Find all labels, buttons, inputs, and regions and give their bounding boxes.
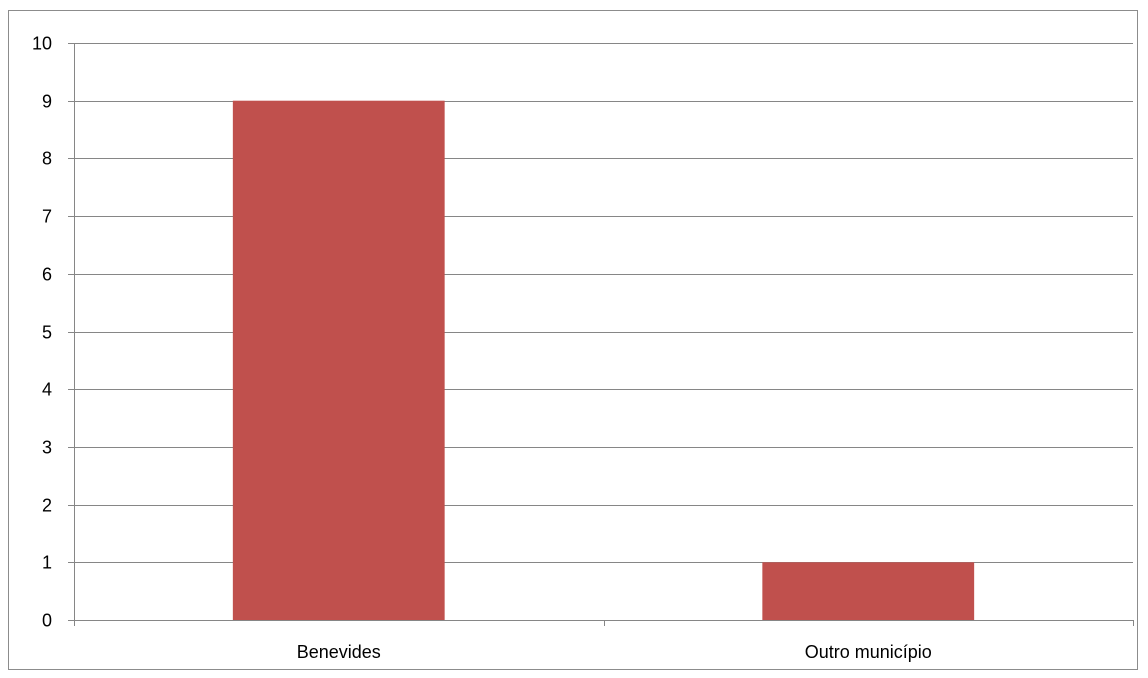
y-tick-label-6: 6 xyxy=(42,265,52,285)
bar-benevides xyxy=(232,100,445,620)
y-tick-label-10: 10 xyxy=(32,34,52,54)
y-tick-label-5: 5 xyxy=(42,323,52,343)
y-tick-label-3: 3 xyxy=(42,438,52,458)
y-tick-label-9: 9 xyxy=(42,92,52,112)
bar-outro-munic-pio xyxy=(762,562,975,620)
x-tick-label-0: Benevides xyxy=(297,642,381,662)
y-tick-label-2: 2 xyxy=(42,496,52,516)
tick-labels: 0 1 2 3 4 5 6 7 8 9 10 Benevides Outro município xyxy=(32,34,932,663)
chart-frame xyxy=(8,10,1138,670)
y-tick-label-7: 7 xyxy=(42,207,52,227)
y-tick-label-1: 1 xyxy=(42,553,52,573)
bars xyxy=(232,100,975,620)
x-tick-label-1: Outro município xyxy=(805,642,932,662)
y-tick-label-4: 4 xyxy=(42,380,52,400)
y-tick-label-0: 0 xyxy=(42,611,52,631)
y-tick-label-8: 8 xyxy=(42,149,52,169)
axes xyxy=(68,43,1134,626)
